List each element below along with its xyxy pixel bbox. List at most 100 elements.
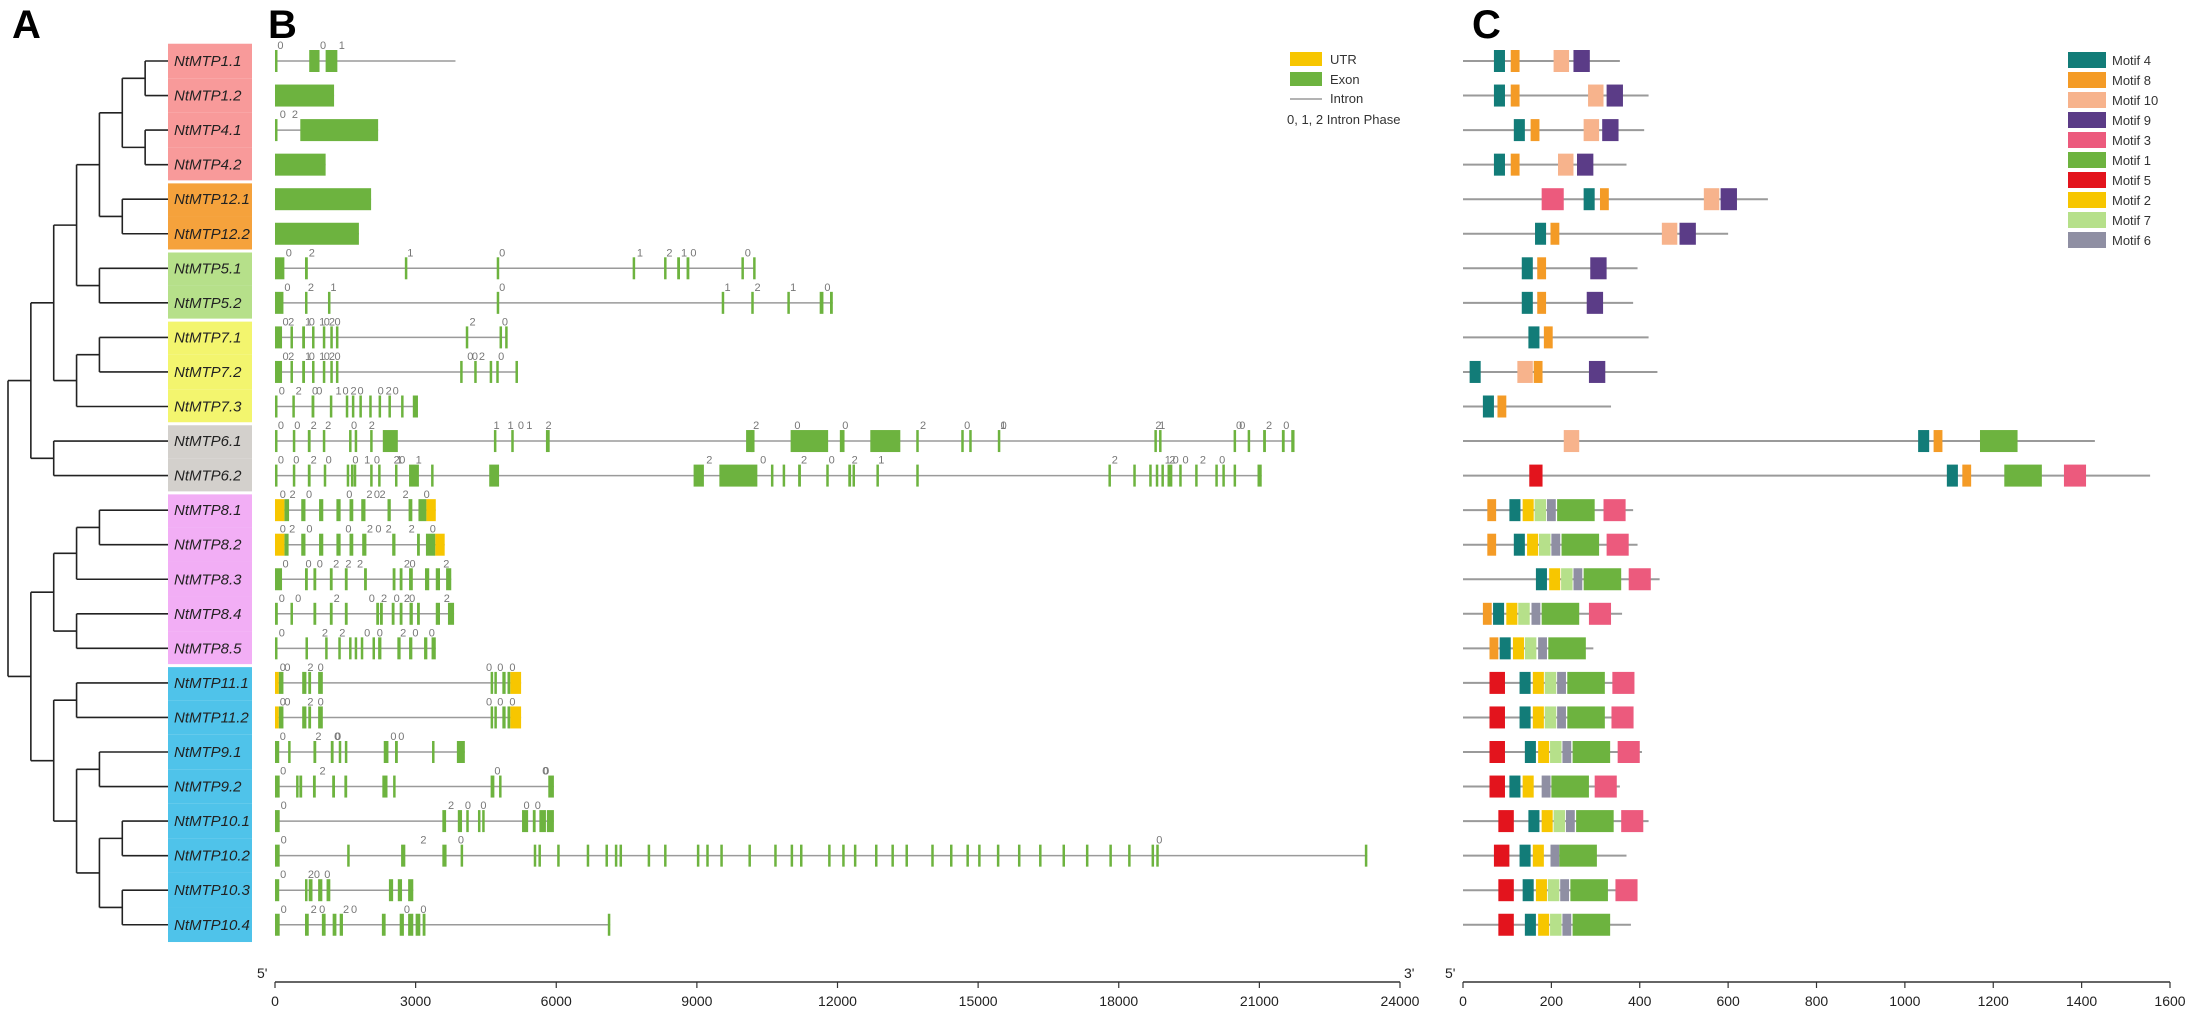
intron-phase-label: 1 [364,455,370,467]
motif-box [1612,671,1635,694]
intron-phase-label: 2 [386,386,392,398]
utr-box [435,533,445,556]
intron-phase-label: 2 [470,316,476,328]
motif-box [1469,360,1481,383]
exon-box [290,326,293,349]
exon-box [329,568,333,591]
exon-box [465,326,469,349]
exon-box [347,844,350,867]
motif-box [1521,257,1533,280]
intron-phase-label: 0 [535,800,541,812]
motif-box [1559,844,1597,867]
exon-box [1133,464,1136,487]
intron-phase-label: 0 [284,696,290,708]
motif-box [1541,188,1564,211]
gene-label: NtMTP11.1 [174,675,249,692]
intron-phase-label: 0 [1239,420,1245,432]
motif-box [1538,637,1547,660]
exon-box [305,291,308,314]
exon-box [302,326,305,349]
intron-phase-label: 0 [294,420,300,432]
intron-phase-label: 0 [279,386,285,398]
exon-box [364,568,367,591]
axis-tick-label: 1600 [2154,993,2185,1009]
motif-box [1482,395,1494,418]
exon-box [750,430,754,453]
motif-box [1498,913,1514,936]
intron-phase-label: 0 [502,316,508,328]
intron-phase-label: 2 [325,420,331,432]
exon-box [1291,430,1295,453]
utr-box [510,671,522,694]
intron-phase-label: 0 [486,696,492,708]
exon-box [830,291,833,314]
intron-phase-label: 0 [286,247,292,259]
exon-box [489,464,500,487]
motif-box [1586,291,1604,314]
motif-box [1577,153,1594,176]
motif-legend-swatch [2068,212,2106,228]
gene-group-box [168,803,252,839]
exon-box [891,844,894,867]
intron-phase-label: 1 [508,420,514,432]
intron-phase-label: 0 [293,455,299,467]
exon-box [848,464,852,487]
motif-box [1513,119,1525,142]
exon-box [344,741,348,763]
motif-box [1532,671,1544,694]
exon-box [393,775,396,798]
motif-box [1606,84,1623,107]
motif-box [1510,153,1520,176]
exon-box [302,671,307,694]
intron-phase-label: 2 [307,662,313,674]
exon-box [275,291,284,314]
intron-phase-label: 0 [281,835,287,847]
motif-box [1720,188,1737,211]
exon-box [292,430,296,453]
intron-phase-label: 0 [394,593,400,605]
exon-box [1364,844,1368,867]
intron-phase-label: 2 [404,558,410,570]
motif-box [1489,706,1505,729]
gene-group-box [168,769,252,804]
intron-phase-label: 0 [486,662,492,674]
intron-phase-label: 0 [335,731,341,743]
exon-box [360,637,364,660]
intron-phase-label: 0 [964,420,970,432]
axis-tick-label: 1400 [2066,993,2097,1009]
exon-box [1039,844,1042,867]
intron-phase-label: 2 [443,558,449,570]
exon-box [1179,464,1182,487]
intron-phase-label: 0 [760,455,766,467]
exon-box [435,568,440,591]
axis-tick-label: 21000 [1240,993,1279,1009]
exon-box [905,844,908,867]
exon-box [828,844,831,867]
intron-phase-label: 0 [280,766,286,778]
exon-box [839,430,845,453]
exon-box [614,844,618,867]
exon-box [397,637,401,660]
gene-group-box [168,216,252,252]
exon-box [349,533,354,556]
motif-box [1567,671,1605,694]
intron-phase-label: 0 [352,455,358,467]
panel-label-b: B [268,3,297,47]
intron-phase-label: 1 [407,247,413,259]
motif-box [1557,671,1566,694]
intron-phase-label: 2 [545,420,551,432]
exon-box [275,84,335,107]
exon-box [319,499,324,522]
intron-phase-label: 0 [374,455,380,467]
motif-box [1553,810,1566,833]
intron-phase-label: 0 [375,524,381,536]
motif-box [1611,706,1634,729]
exon-box [335,360,339,383]
exon-box [741,257,744,280]
exon-box [511,430,514,453]
motif-box [1506,602,1518,625]
gene-group-box [168,734,252,770]
motif-box [1521,291,1533,314]
legend-utr-swatch [1290,52,1322,66]
gene-label: NtMTP5.1 [174,260,242,277]
